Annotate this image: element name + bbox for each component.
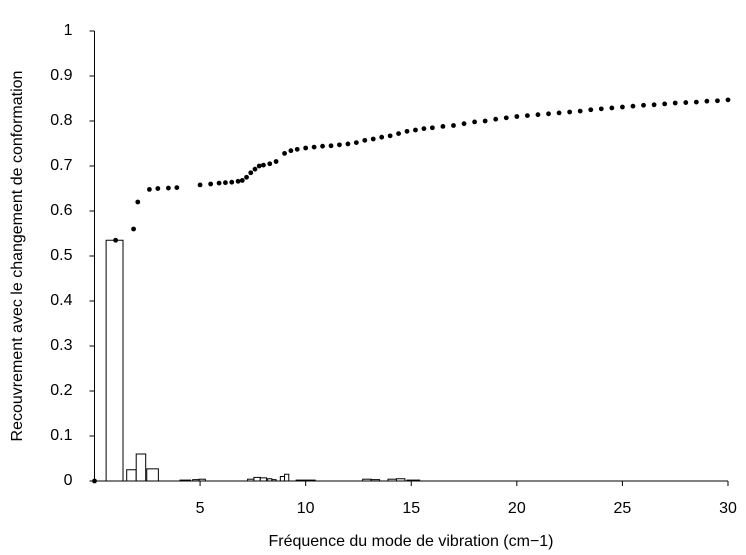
y-tick-label: 0.3 (50, 337, 72, 354)
x-tick-label: 30 (719, 500, 737, 517)
point (303, 145, 309, 151)
point (370, 136, 376, 142)
y-axis-title: Recouvrement avec le changement de confo… (9, 71, 26, 442)
point (294, 146, 300, 152)
point (362, 137, 368, 143)
bar (126, 469, 137, 482)
point (651, 102, 657, 108)
point (311, 144, 317, 150)
bar (105, 239, 124, 482)
point (155, 186, 161, 191)
point (440, 124, 446, 129)
point (620, 104, 625, 110)
point (345, 141, 351, 147)
y-tick-label: 0.2 (50, 382, 72, 399)
point (239, 178, 245, 183)
point (113, 237, 119, 243)
y-tick-label: 0 (64, 472, 73, 489)
point (328, 143, 334, 149)
point (514, 114, 520, 119)
bar (146, 468, 159, 482)
x-axis-title: Fréquence du mode de vibration (cm−1) (268, 533, 553, 550)
point (577, 108, 583, 114)
point (174, 185, 180, 191)
point (662, 101, 668, 107)
point (588, 107, 594, 113)
x-tick-label: 25 (614, 500, 632, 517)
point (197, 182, 203, 188)
y-tick-label: 0.9 (50, 67, 72, 84)
point (421, 126, 427, 132)
point (208, 181, 214, 187)
point (472, 119, 477, 125)
x-tick-label: 5 (196, 500, 205, 517)
point (725, 97, 731, 103)
point (396, 131, 401, 137)
point (229, 179, 235, 185)
x-tick-label: 10 (297, 500, 315, 517)
point (353, 140, 359, 146)
point (672, 100, 678, 106)
point (135, 199, 141, 205)
point (273, 159, 279, 164)
point (683, 100, 689, 105)
point (715, 98, 720, 104)
point (248, 170, 254, 176)
y-tick-label: 0.7 (50, 157, 72, 174)
point (556, 110, 562, 116)
y-tick-label: 0.8 (50, 112, 72, 129)
point (337, 142, 342, 148)
x-tick-label: 20 (508, 500, 526, 517)
point (404, 128, 410, 134)
point (235, 178, 241, 184)
point (704, 98, 710, 104)
point (482, 118, 488, 124)
point (223, 180, 228, 186)
point (216, 180, 222, 186)
point (609, 105, 615, 111)
point (429, 125, 435, 131)
y-tick-label: 0.5 (50, 247, 72, 264)
point (503, 115, 509, 121)
y-tick-label: 0.1 (50, 427, 72, 444)
point (282, 151, 287, 156)
point (320, 143, 325, 149)
x-tick-label: 15 (402, 500, 420, 517)
point (244, 174, 249, 180)
point (267, 161, 273, 167)
point (535, 112, 541, 118)
point (567, 109, 573, 115)
point (387, 133, 393, 139)
point (261, 162, 266, 168)
bar (284, 473, 290, 482)
point (288, 148, 294, 154)
point (413, 127, 418, 133)
bar (135, 453, 147, 482)
point (256, 163, 262, 169)
point (693, 99, 699, 105)
point (524, 113, 530, 118)
bar (253, 476, 261, 482)
y-tick-label: 0.4 (50, 292, 72, 309)
point (131, 226, 136, 232)
point (461, 121, 467, 127)
point (147, 187, 152, 192)
y-tick-label: 1 (64, 22, 73, 39)
point (379, 134, 385, 140)
point (166, 185, 171, 191)
point (546, 111, 551, 117)
point (451, 123, 456, 128)
point (641, 102, 646, 108)
y-tick-label: 0.6 (50, 202, 72, 219)
point (252, 166, 258, 172)
point (598, 106, 604, 112)
point (630, 103, 636, 109)
bar (279, 476, 286, 482)
point (493, 116, 499, 122)
